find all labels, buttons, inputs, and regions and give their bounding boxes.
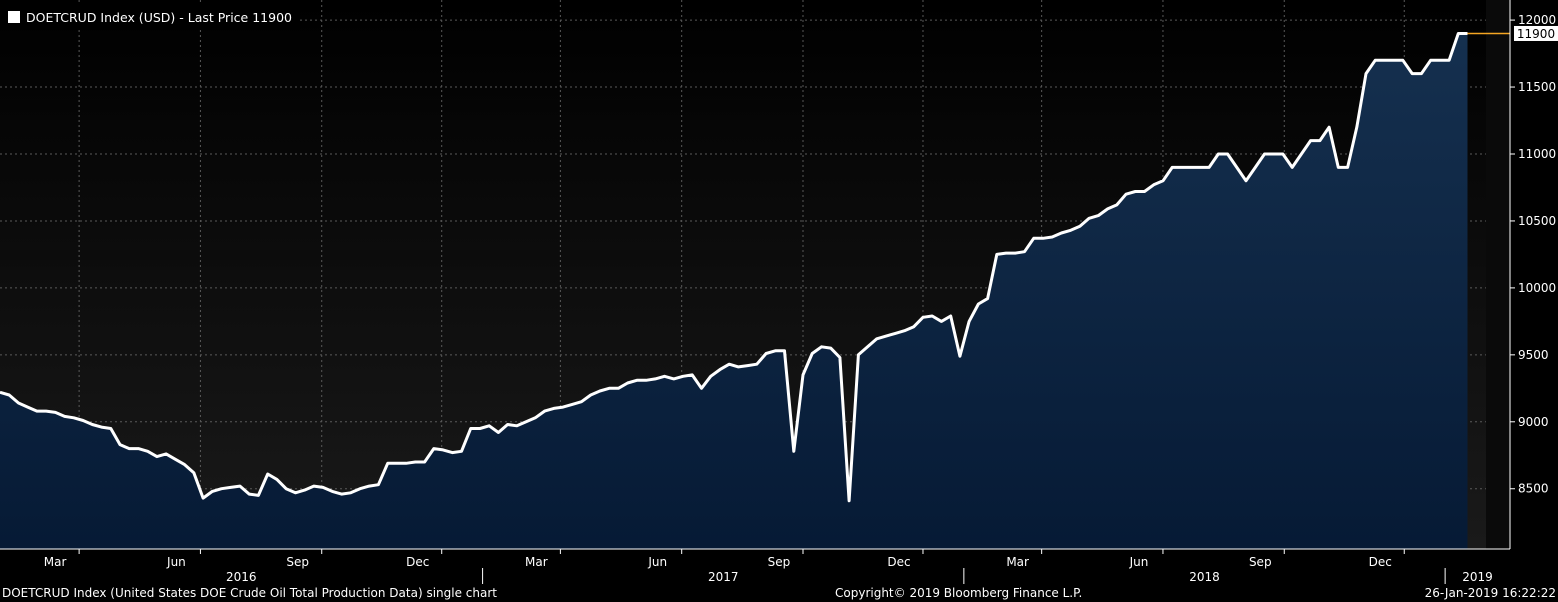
- x-month-label: Dec: [887, 555, 910, 569]
- x-month-label: Jun: [1129, 555, 1149, 569]
- x-month-label: Mar: [525, 555, 548, 569]
- y-tick-label: 9000: [1518, 415, 1549, 429]
- legend-label: DOETCRUD Index (USD) - Last Price 11900: [26, 9, 292, 25]
- x-month-label: Dec: [406, 555, 429, 569]
- x-month-label: Jun: [166, 555, 186, 569]
- legend-swatch: [8, 11, 20, 23]
- last-price-tag-text: 11900: [1517, 27, 1555, 41]
- y-tick-label: 11500: [1518, 80, 1556, 94]
- footer-copyright: Copyright© 2019 Bloomberg Finance L.P.: [835, 586, 1083, 600]
- legend: DOETCRUD Index (USD) - Last Price 11900: [0, 4, 300, 30]
- x-year-label: 2019: [1462, 570, 1493, 584]
- x-year-label: 2018: [1189, 570, 1220, 584]
- y-tick-label: 10000: [1518, 281, 1556, 295]
- right-pad: [1486, 0, 1510, 549]
- x-month-label: Mar: [1006, 555, 1029, 569]
- x-month-label: Dec: [1369, 555, 1392, 569]
- grid: [0, 0, 1486, 549]
- y-tick-label: 8500: [1518, 482, 1549, 496]
- x-month-label: Sep: [286, 555, 309, 569]
- x-year-label: 2016: [226, 570, 257, 584]
- price-line: [0, 32, 1468, 503]
- area-fill: [0, 33, 1468, 549]
- y-tick-label: 10500: [1518, 214, 1556, 228]
- y-axis: 8500 9000 9500 10000 10500 11000 11500 12000: [1509, 0, 1556, 549]
- y-tick-label: 11000: [1518, 147, 1556, 161]
- x-month-label: Mar: [44, 555, 67, 569]
- x-month-label: Sep: [768, 555, 791, 569]
- x-month-label: Jun: [647, 555, 667, 569]
- last-price-tag: 11900: [1514, 25, 1558, 41]
- x-year-label: 2017: [708, 570, 739, 584]
- x-axis: Mar Jun Sep Dec Mar Jun Sep Dec Mar Jun Sep Dec 2016…: [0, 548, 1510, 584]
- y-tick-label: 9500: [1518, 348, 1549, 362]
- y-tick-label: 12000: [1518, 13, 1556, 27]
- footer-description: DOETCRUD Index (United States DOE Crude …: [2, 586, 497, 600]
- footer-timestamp: 26-Jan-2019 16:22:22: [1424, 586, 1556, 600]
- x-month-label: Sep: [1249, 555, 1272, 569]
